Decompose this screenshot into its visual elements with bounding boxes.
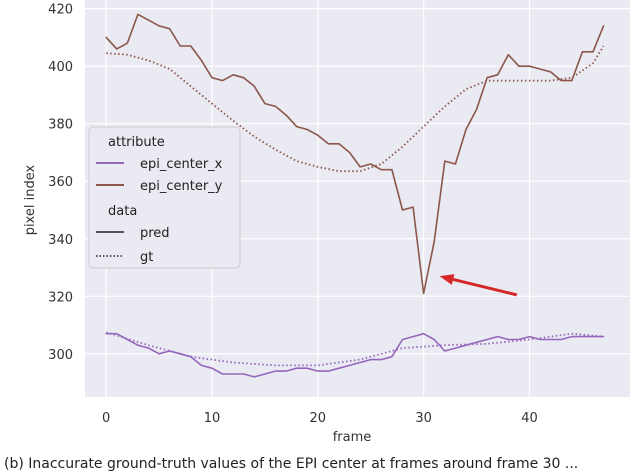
legend-label-gt: gt bbox=[140, 250, 153, 265]
series-line-epi-center-x-gt bbox=[105, 331, 604, 367]
figure-caption: (b) Inaccurate ground-truth values of th… bbox=[4, 456, 579, 472]
line-chart: 0 10 20 30 40 300 320 340 360 380 400 420 frame pix… bbox=[23, 0, 630, 445]
series-line-epi-center-y-gt bbox=[106, 45, 605, 173]
arrow-shaft bbox=[452, 278, 518, 297]
x-axis-label: frame bbox=[333, 430, 372, 445]
x-tick-label: 20 bbox=[310, 411, 327, 426]
tick-labels: 0 10 20 30 40 300 320 340 360 380 400 420 bbox=[48, 3, 538, 426]
arrow-head bbox=[439, 274, 455, 285]
red-arrow-annotation bbox=[439, 274, 518, 297]
legend-title-attribute: attribute bbox=[108, 135, 165, 150]
x-tick-label: 0 bbox=[102, 411, 110, 426]
series-lines bbox=[105, 13, 605, 378]
y-tick-label: 320 bbox=[48, 290, 73, 305]
y-tick-label: 300 bbox=[48, 348, 73, 363]
series-line-epi-center-y-pred bbox=[105, 13, 605, 295]
series-line-epi-center-x-pred bbox=[105, 332, 605, 378]
y-tick-label: 400 bbox=[48, 60, 73, 75]
x-tick-label: 30 bbox=[415, 411, 432, 426]
legend-box bbox=[88, 126, 241, 269]
legend-label-epi-center-y: epi_center_y bbox=[140, 179, 223, 194]
x-tick-label: 40 bbox=[521, 411, 538, 426]
y-tick-label: 420 bbox=[48, 3, 73, 18]
y-tick-label: 360 bbox=[48, 175, 73, 190]
legend-label-epi-center-x: epi_center_x bbox=[140, 157, 223, 172]
legend: attribute epi_center_x epi_center_y data… bbox=[88, 126, 241, 269]
y-tick-label: 340 bbox=[48, 233, 73, 248]
legend-label-pred: pred bbox=[140, 226, 170, 241]
x-tick-label: 10 bbox=[204, 411, 221, 426]
y-tick-label: 380 bbox=[48, 118, 73, 133]
legend-title-data: data bbox=[108, 204, 137, 219]
annotation-layer bbox=[439, 274, 518, 297]
y-axis-label: pixel index bbox=[23, 164, 38, 235]
